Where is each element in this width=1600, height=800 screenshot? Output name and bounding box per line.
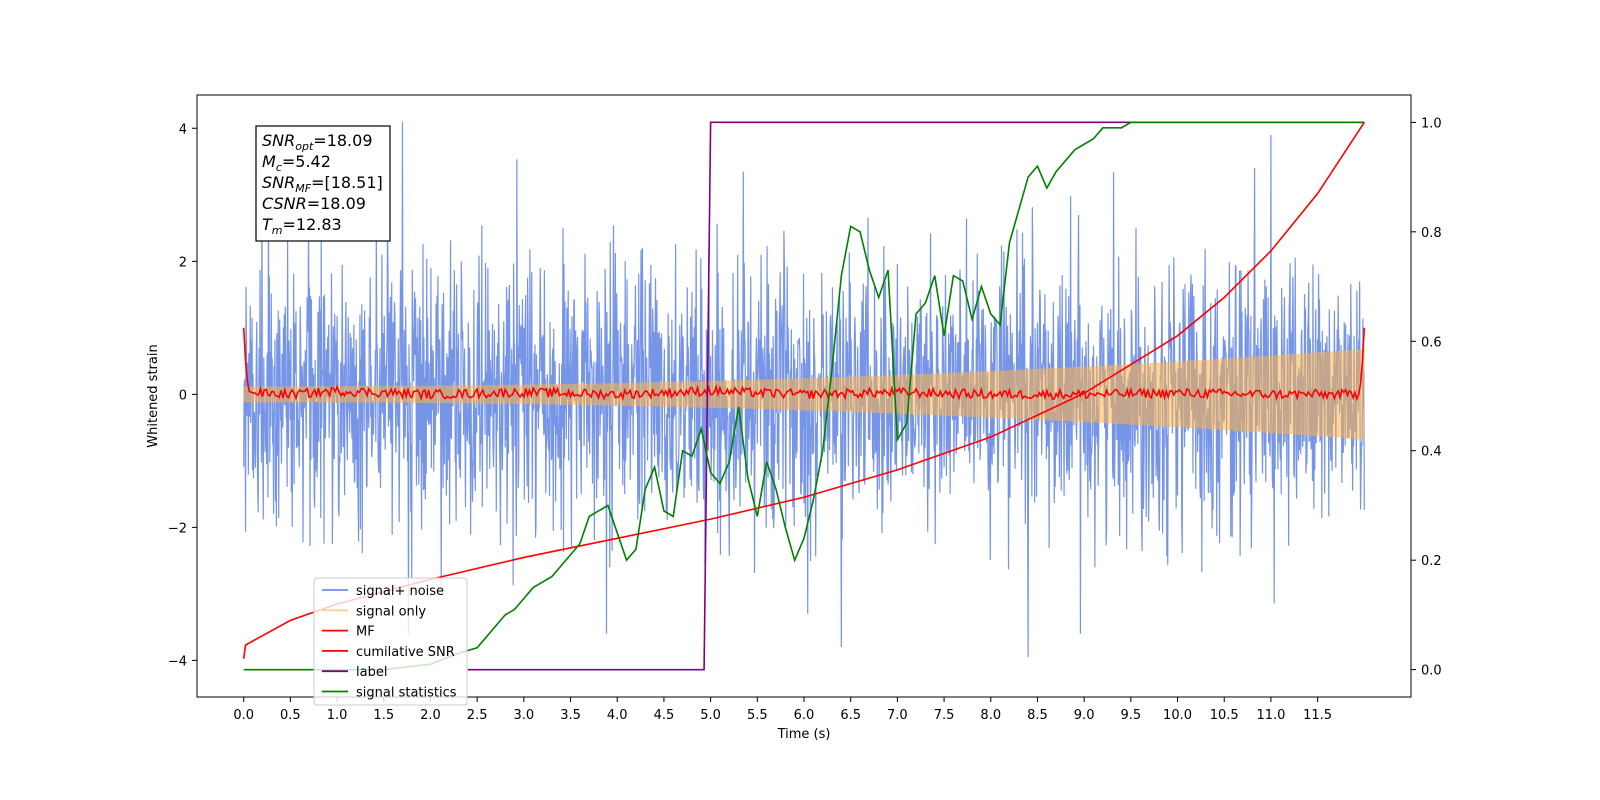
x-tick-label: 9.5 — [1121, 708, 1142, 723]
right-y-tick-label: 0.2 — [1421, 554, 1442, 569]
series-signal-only — [243, 349, 1365, 440]
legend-frame — [313, 577, 468, 706]
right-y-tick-label: 0.6 — [1421, 335, 1442, 350]
x-tick-label: 2.5 — [467, 708, 488, 723]
legend-entry: signal+ noise — [356, 584, 444, 599]
x-axis-ticks: 0.0 0.5 1.0 1.5 2.0 2.5 3.0 3.5 4.0 4.5 5.0 5.5 6.0 6… — [233, 697, 1332, 723]
info-box-line: Tm=12.83 — [262, 215, 342, 237]
left-y-tick-label: 2 — [179, 255, 187, 270]
x-tick-label: 11.0 — [1256, 708, 1285, 723]
x-tick-label: 8.5 — [1027, 708, 1048, 723]
right-y-tick-label: 0.0 — [1421, 664, 1442, 679]
x-axis-label: Time (s) — [777, 727, 831, 742]
left-y-axis-label: Whitened strain — [146, 344, 161, 447]
info-box-line: Mc=5.42 — [262, 152, 331, 174]
x-tick-label: 7.0 — [887, 708, 908, 723]
right-y-tick-label: 0.8 — [1421, 226, 1442, 241]
x-tick-label: 9.0 — [1074, 708, 1095, 723]
x-tick-label: 4.0 — [607, 708, 628, 723]
legend-entry: cumilative SNR — [356, 645, 455, 660]
right-y-tick-label: 1.0 — [1421, 116, 1442, 131]
legend: signal+ noise signal only MF cumilative SNR… — [313, 577, 468, 706]
series-label — [467, 121, 1365, 671]
x-tick-label: 1.0 — [327, 708, 348, 723]
legend-entry: signal statistics — [356, 686, 457, 701]
x-tick-label: 5.5 — [747, 708, 768, 723]
series-signal-statistics — [243, 121, 1365, 671]
x-tick-label: 7.5 — [934, 708, 955, 723]
x-tick-label: 6.0 — [794, 708, 815, 723]
legend-entry: label — [356, 665, 387, 680]
x-tick-label: 0.5 — [280, 708, 301, 723]
x-tick-label: 3.5 — [560, 708, 581, 723]
x-tick-label: 4.5 — [654, 708, 675, 723]
right-y-tick-label: 0.4 — [1421, 445, 1442, 460]
info-box-frame — [255, 125, 391, 242]
right-y-axis-ticks: 1.0 0.8 0.6 0.4 0.2 0.0 — [1411, 116, 1442, 679]
x-tick-label: 11.5 — [1303, 708, 1332, 723]
x-tick-label: 10.5 — [1210, 708, 1239, 723]
legend-entry: signal only — [356, 604, 426, 619]
x-tick-label: 0.0 — [233, 708, 254, 723]
info-box-line: SNRopt=18.09 — [262, 131, 373, 153]
left-y-tick-label: 4 — [179, 122, 187, 137]
x-tick-label: 2.0 — [420, 708, 441, 723]
left-y-tick-label: −2 — [168, 521, 187, 536]
left-y-tick-label: 0 — [179, 388, 187, 403]
info-box-line: SNRMF=[18.51] — [262, 173, 383, 195]
x-tick-label: 1.5 — [373, 708, 394, 723]
x-tick-label: 3.0 — [514, 708, 535, 723]
x-tick-label: 10.0 — [1163, 708, 1192, 723]
left-y-tick-label: −4 — [168, 654, 187, 669]
series-mf — [242, 327, 1366, 402]
legend-entry: MF — [356, 625, 375, 640]
info-box-line: CSNR=18.09 — [262, 194, 366, 213]
x-tick-label: 8.0 — [980, 708, 1001, 723]
x-tick-label: 6.5 — [840, 708, 861, 723]
info-box: SNRopt=18.09Mc=5.42SNRMF=[18.51]CSNR=18.… — [255, 125, 391, 242]
x-tick-label: 5.0 — [700, 708, 721, 723]
left-y-axis-ticks: 4 2 0 −2 −4 — [168, 122, 197, 669]
